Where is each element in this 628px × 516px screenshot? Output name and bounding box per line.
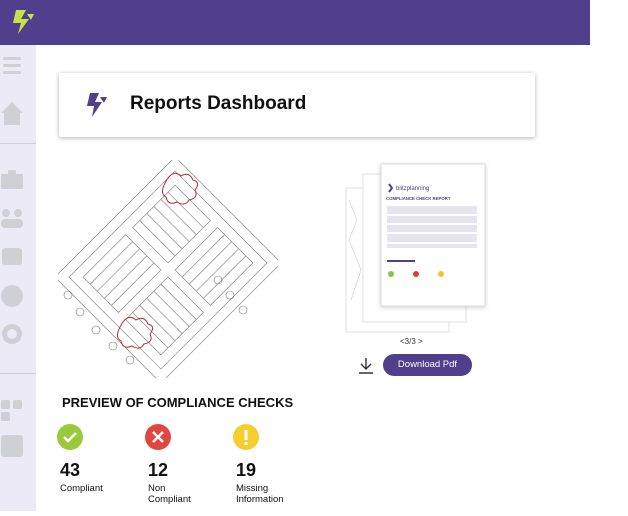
card-logo	[87, 93, 107, 117]
report-brand: blitzplanning	[396, 186, 429, 192]
download-button[interactable]: Download Pdf	[383, 354, 472, 376]
header-card: Reports Dashboard	[59, 73, 535, 137]
top-bar	[0, 0, 590, 45]
status-icons	[57, 424, 259, 450]
sidebar	[0, 45, 36, 511]
page-title: Reports Dashboard	[130, 93, 307, 114]
pager[interactable]: <3/3 >	[400, 337, 423, 346]
count-label: Missing Information	[236, 483, 284, 505]
count: 19	[236, 460, 257, 480]
app-logo[interactable]	[10, 8, 38, 36]
count: 12	[148, 460, 169, 480]
count: 43	[60, 460, 81, 480]
download-icon[interactable]	[358, 357, 374, 375]
sidebar-icons	[0, 57, 36, 457]
report-preview: blitzplanning COMPLIANCE CHECK REPORT	[345, 163, 486, 333]
section-title: PREVIEW OF COMPLIANCE CHECKS	[62, 395, 294, 410]
blueprint	[58, 160, 278, 378]
count-label: Compliant	[60, 483, 103, 494]
report-heading: COMPLIANCE CHECK REPORT	[386, 196, 451, 201]
count-label: Non Compliant	[148, 483, 191, 505]
